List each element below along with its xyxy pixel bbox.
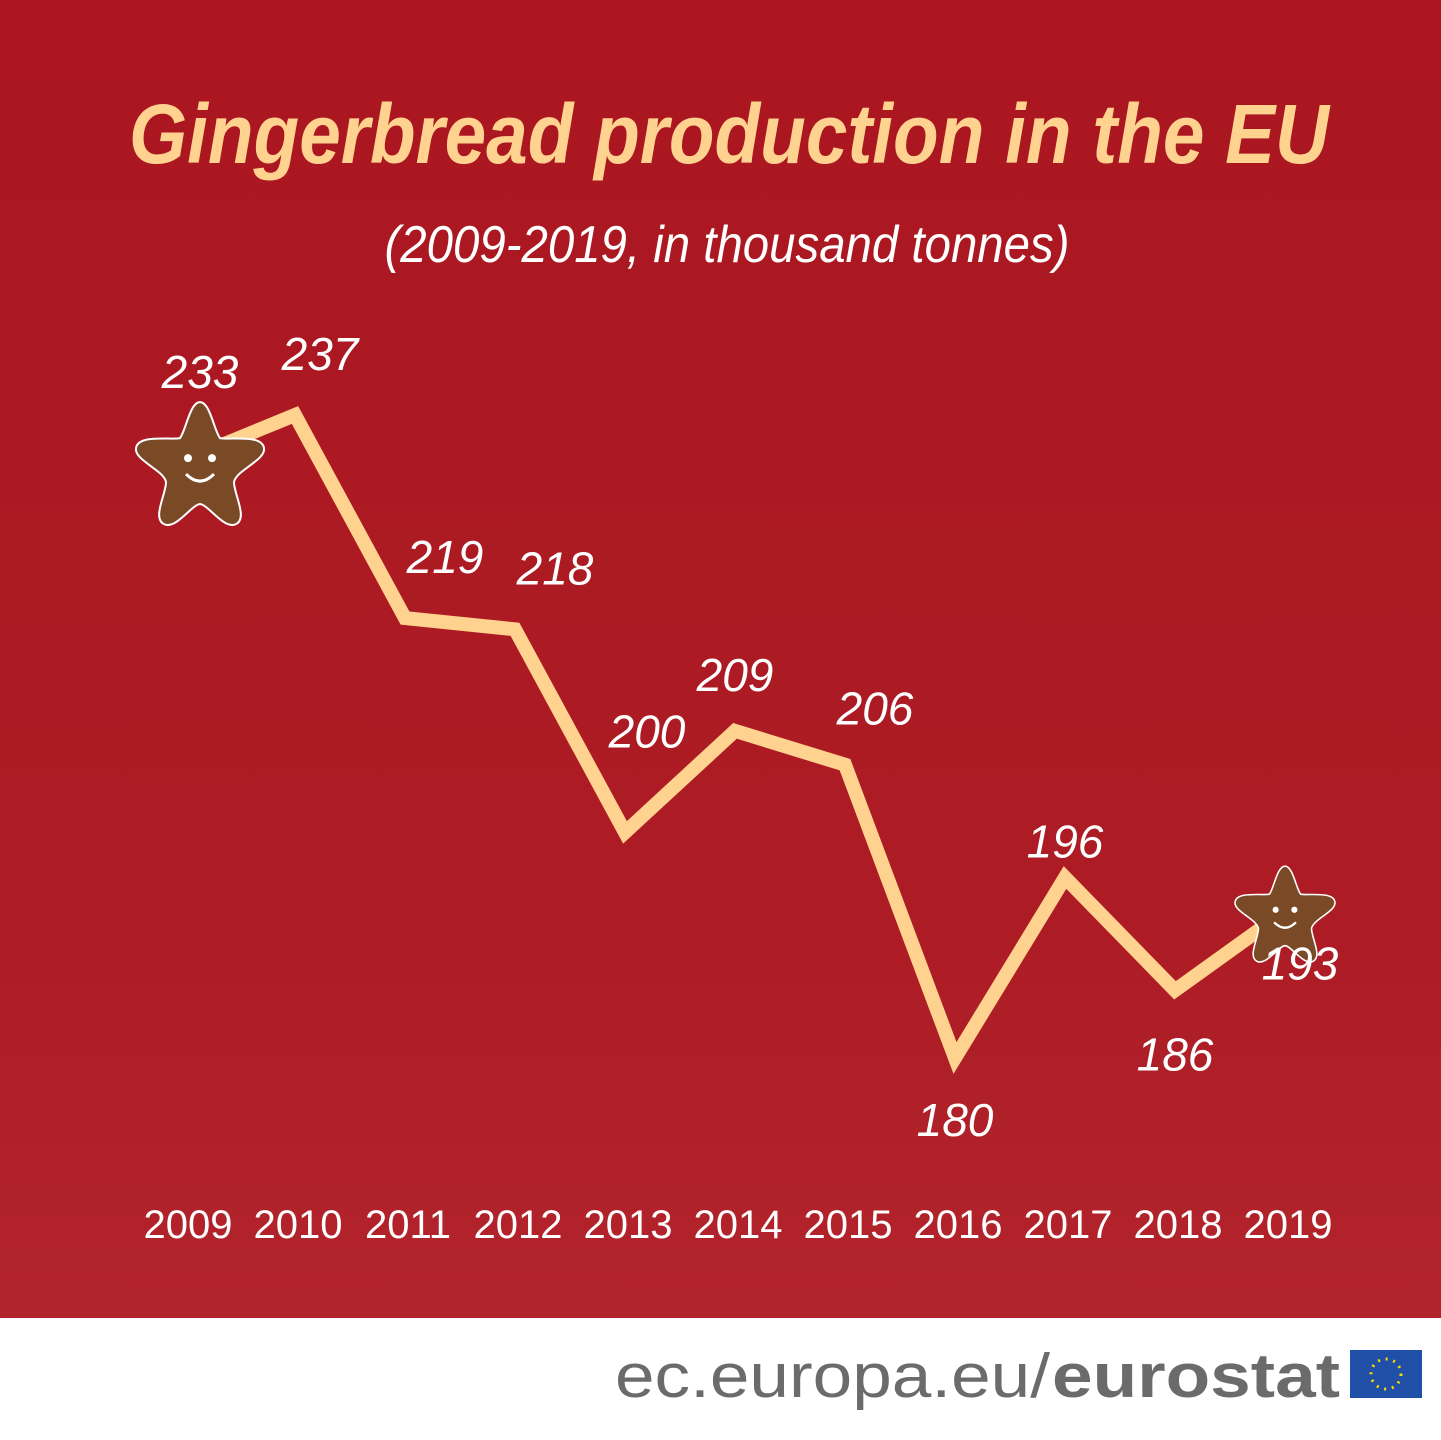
value-label: 200 <box>608 705 686 757</box>
value-label: 237 <box>281 328 360 380</box>
x-tick-label: 2019 <box>1244 1203 1333 1247</box>
x-tick-label: 2016 <box>914 1203 1003 1247</box>
value-label: 219 <box>406 531 484 583</box>
value-label: 193 <box>1262 937 1339 989</box>
x-tick-label: 2015 <box>804 1203 893 1247</box>
footer-site: ec.europa.eu/ <box>615 1342 1051 1411</box>
x-tick-label: 2014 <box>694 1203 783 1247</box>
value-label: 209 <box>696 649 774 701</box>
value-label: 233 <box>161 346 239 398</box>
data-line <box>182 406 1290 1074</box>
chart-subtitle: (2009-2019, in thousand tonnes) <box>385 216 1070 274</box>
x-tick-label: 2018 <box>1134 1203 1223 1247</box>
x-tick-label: 2017 <box>1024 1203 1113 1247</box>
x-tick-label: 2009 <box>144 1203 233 1247</box>
footer-brand: eurostat <box>1052 1342 1340 1411</box>
x-tick-label: 2012 <box>474 1203 563 1247</box>
x-tick-label: 2011 <box>365 1203 451 1247</box>
value-label: 180 <box>917 1094 994 1146</box>
x-tick-label: 2010 <box>254 1203 343 1247</box>
eu-flag <box>1350 1350 1422 1398</box>
value-label: 218 <box>516 542 594 594</box>
value-label: 196 <box>1027 816 1104 868</box>
chart-title: Gingerbread production in the EU <box>129 87 1331 181</box>
x-tick-label: 2013 <box>584 1203 673 1247</box>
value-label: 186 <box>1137 1028 1214 1080</box>
value-label: 206 <box>836 683 914 735</box>
background <box>0 0 1441 1318</box>
